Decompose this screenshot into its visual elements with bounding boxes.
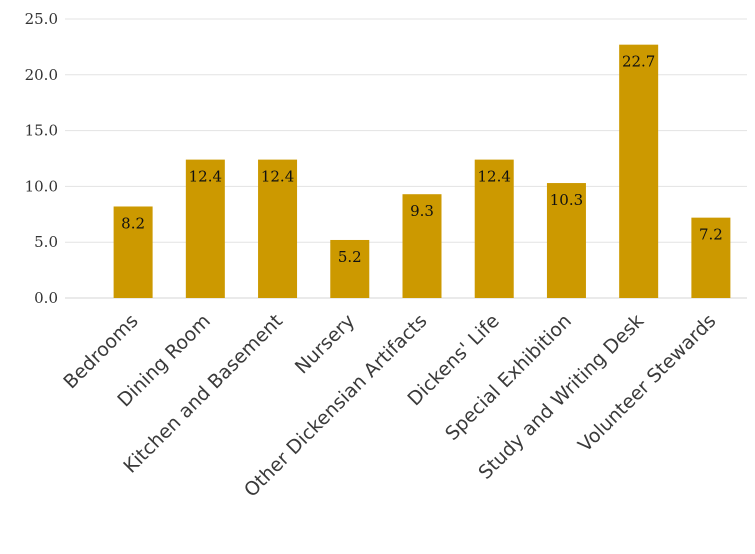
data-label: 22.7 [622,53,655,71]
data-label: 12.4 [478,168,511,186]
y-tick-label: 15.0 [25,122,58,140]
data-labels: 8.2 12.4 12.4 5.2 9.3 12.4 10.3 22.7 7.2 [121,53,723,266]
x-tick-label: Nursery [291,310,359,378]
data-label: 10.3 [550,191,583,209]
data-label: 5.2 [338,248,362,266]
data-label: 12.4 [261,168,294,186]
data-label: 7.2 [699,226,723,244]
y-tick-label: 5.0 [34,233,58,251]
bar [258,159,298,298]
bar [402,194,442,298]
x-tick-label: Volunteer Stewards [574,310,720,456]
y-tick-label: 10.0 [25,177,58,195]
bar [546,183,586,298]
data-label: 12.4 [189,168,222,186]
bar [330,239,370,298]
bar [474,159,514,298]
data-label: 8.2 [121,214,145,232]
bar [619,44,659,298]
y-tick-label: 20.0 [25,66,58,84]
y-tick-label: 0.0 [34,289,58,307]
bars [113,44,731,298]
bar [691,217,731,298]
data-label: 9.3 [410,202,434,220]
y-axis-ticks: 0.0 5.0 10.0 15.0 20.0 25.0 [25,10,58,307]
bar [185,159,225,298]
bar [113,206,153,298]
y-tick-label: 25.0 [25,10,58,28]
x-tick-label: Special Exhibition [441,310,576,445]
